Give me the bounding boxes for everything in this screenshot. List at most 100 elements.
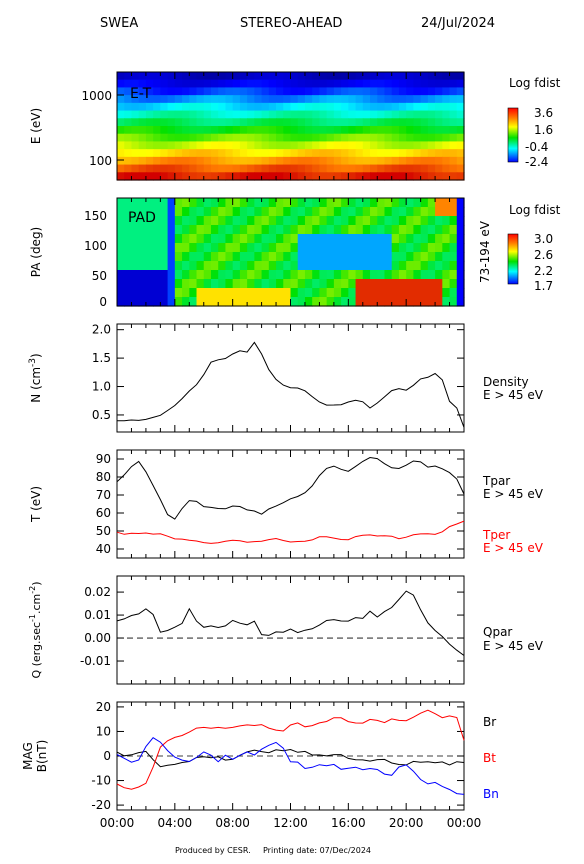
pad-cell — [290, 207, 299, 217]
density-ylabel-main: N (cm — [29, 367, 43, 403]
et-cell — [312, 133, 321, 143]
pad-cell — [138, 207, 147, 217]
pad-cell — [145, 252, 154, 262]
pad-cell — [218, 243, 227, 253]
pad-cell — [283, 234, 292, 244]
et-cell — [167, 102, 176, 112]
pad-cell — [218, 279, 227, 289]
temperature-tick-label: 80 — [96, 470, 111, 484]
pad-cell — [377, 297, 386, 307]
pad-cell — [319, 234, 328, 244]
et-cell — [210, 172, 219, 181]
pad-cell — [355, 225, 364, 235]
et-cell — [420, 72, 429, 81]
et-cell — [225, 95, 234, 104]
et-cell — [117, 133, 125, 143]
et-cell — [304, 164, 313, 173]
pad-cell — [427, 261, 436, 271]
et-cell — [124, 156, 133, 166]
pad-cell — [304, 288, 313, 298]
pad-cell — [138, 279, 147, 289]
et-cell — [348, 133, 357, 143]
pad-cell — [326, 270, 335, 280]
pad-cell — [312, 270, 321, 280]
pad-cell — [341, 216, 349, 226]
et-cell — [239, 110, 248, 119]
pad-cell — [189, 225, 198, 235]
pad-cell — [449, 261, 458, 271]
et-cell — [153, 110, 161, 119]
et-cell — [456, 79, 465, 89]
et-cell — [290, 95, 299, 104]
et-cell — [449, 149, 458, 158]
et-cell — [283, 118, 292, 127]
et-cell — [398, 164, 407, 173]
et-cell — [427, 164, 436, 173]
et-cell — [283, 149, 292, 158]
et-cell — [145, 172, 154, 181]
pad-cell — [413, 225, 422, 235]
pad-cell — [391, 243, 400, 253]
pad-cell — [326, 243, 335, 253]
pad-cell — [203, 216, 212, 226]
pad-cell — [196, 234, 205, 244]
et-cell — [268, 172, 277, 181]
et-cell — [153, 87, 161, 96]
pad-cell — [131, 243, 140, 253]
pad-cell — [167, 225, 176, 235]
pad-cell — [239, 261, 248, 271]
et-cell — [442, 141, 451, 150]
pad-cell — [276, 270, 284, 280]
et-cell — [362, 126, 371, 135]
pad-cell — [131, 288, 140, 298]
pad-cell — [384, 279, 393, 289]
pad-cell — [312, 279, 321, 289]
et-cell — [362, 87, 371, 96]
et-cell — [377, 164, 386, 173]
et-cell — [117, 141, 125, 150]
et-cell — [456, 110, 465, 119]
et-cell — [319, 87, 328, 96]
et-cell — [435, 95, 443, 104]
et-cell — [420, 164, 429, 173]
density-tick-label: 2.0 — [92, 323, 111, 337]
et-cell — [319, 126, 328, 135]
et-cell — [290, 149, 299, 158]
pad-cell — [398, 252, 407, 262]
et-ylabel: E (eV) — [29, 108, 43, 144]
pad-cell — [326, 225, 335, 235]
et-cell — [203, 87, 212, 96]
pad-cell — [420, 207, 429, 217]
pad-cell — [435, 234, 443, 244]
pad-cell — [232, 198, 241, 208]
et-cell — [283, 110, 292, 119]
et-cell — [160, 102, 169, 112]
density-tick-label: 1.0 — [92, 380, 111, 394]
pad-cell — [312, 261, 321, 271]
et-cell — [218, 95, 227, 104]
et-cell — [456, 141, 465, 150]
pad-cell — [239, 297, 248, 307]
pad-cell — [319, 270, 328, 280]
et-cell — [239, 126, 248, 135]
pad-cell — [398, 216, 407, 226]
et-cell — [297, 141, 306, 150]
et-cell — [384, 149, 393, 158]
pad-colorbar — [507, 233, 519, 285]
et-cell — [117, 87, 125, 96]
et-cell — [153, 141, 161, 150]
pad-cell — [218, 270, 227, 280]
et-cell — [160, 126, 169, 135]
et-cell — [268, 102, 277, 112]
et-cell — [391, 156, 400, 166]
et-cell — [153, 118, 161, 127]
pad-cell — [189, 270, 198, 280]
pad-cell — [391, 234, 400, 244]
et-cell — [160, 156, 169, 166]
pad-cell — [333, 198, 342, 208]
pad-cell — [348, 216, 357, 226]
density-legend-1: E > 45 eV — [483, 388, 544, 402]
et-cell — [189, 133, 198, 143]
et-cell — [449, 72, 458, 81]
pad-cell — [420, 198, 429, 208]
